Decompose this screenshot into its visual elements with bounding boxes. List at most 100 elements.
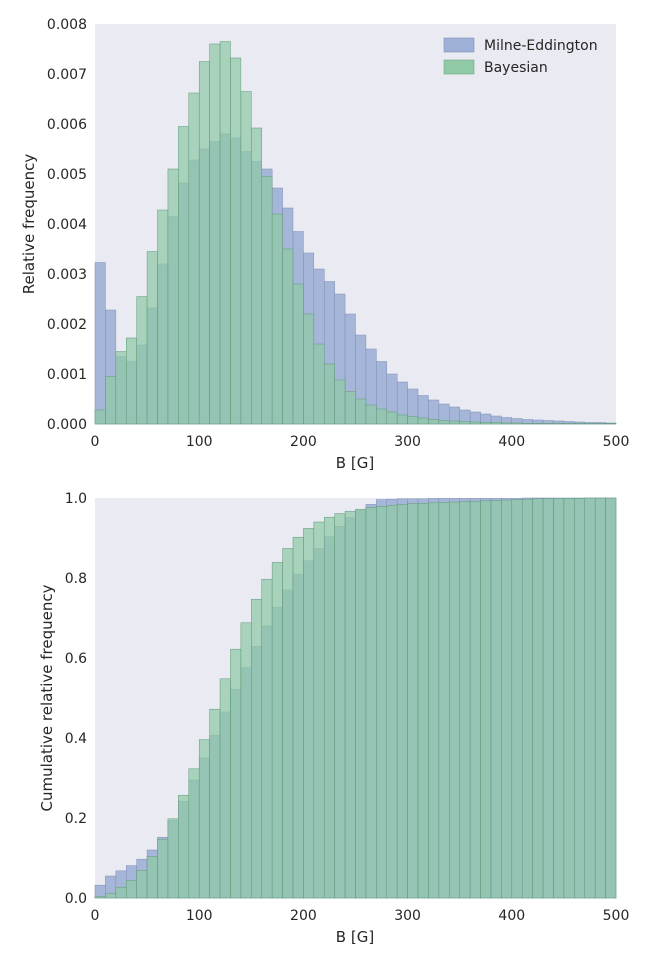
y-axis-label-top: Relative frequency [20,154,38,295]
bar-top-1-23 [334,379,346,425]
bar-bottom-1-26 [365,507,377,899]
y-tick-bottom-4: 0.8 [65,571,87,587]
bar-bottom-1-7 [167,818,179,899]
bar-top-1-34 [449,420,460,425]
bar-bottom-1-3 [126,880,137,899]
bar-bottom-1-1 [105,892,117,899]
bar-top-1-24 [344,391,356,425]
bar-bottom-1-11 [209,708,221,899]
bar-bottom-1-9 [188,768,200,899]
bar-bottom-1-46 [574,498,585,899]
bar-top-1-30 [407,416,419,425]
series-bottom-1 [94,497,617,899]
bar-bottom-1-12 [219,678,231,899]
bar-top-1-41 [521,423,533,425]
y-tick-bottom-3: 0.6 [65,651,87,667]
bar-top-1-6 [157,209,169,425]
bar-bottom-1-18 [282,548,294,899]
x-tick-top-2: 200 [290,434,317,450]
bar-top-1-32 [428,419,440,425]
bar-top-1-18 [282,248,294,425]
bar-bottom-1-48 [594,497,606,899]
legend-label-milne: Milne-Eddington [484,38,598,54]
bar-top-1-47 [584,423,596,425]
bar-bottom-1-10 [198,739,210,899]
bar-top-1-21 [313,343,325,425]
bar-top-1-16 [261,176,273,425]
bar-bottom-1-39 [501,499,513,899]
bar-bottom-1-20 [303,528,315,899]
bar-top-1-15 [251,127,262,425]
bar-top-1-13 [230,57,242,425]
y-tick-bottom-5: 1.0 [65,491,87,507]
ticks-top: 0 100 200 300 400 500 0.000 0.001 0.002 0.003 0.00… [47,17,629,450]
y-tick-top-4: 0.004 [47,217,87,233]
bar-top-1-33 [438,420,450,425]
y-tick-top-0: 0.000 [47,417,87,433]
y-tick-top-6: 0.006 [47,117,87,133]
bar-bottom-1-32 [428,502,440,899]
x-tick-bottom-5: 500 [603,908,630,924]
bar-bottom-1-49 [605,497,617,899]
x-tick-top-4: 400 [498,434,525,450]
bar-bottom-1-44 [553,498,565,899]
bar-bottom-1-5 [146,856,158,899]
y-tick-top-1: 0.001 [47,367,87,383]
bar-top-1-48 [594,423,606,425]
y-tick-top-2: 0.002 [47,317,87,333]
bar-top-1-35 [459,421,471,425]
bar-top-1-49 [605,423,617,425]
bar-top-1-12 [219,41,231,425]
y-tick-bottom-0: 0.0 [65,891,87,907]
legend: Milne-Eddington Bayesian [443,37,598,76]
x-tick-bottom-3: 300 [394,908,421,924]
x-tick-top-3: 300 [394,434,421,450]
bar-top-1-28 [386,411,398,425]
bar-top-1-10 [198,61,210,425]
bar-bottom-1-23 [334,513,346,899]
bar-bottom-1-25 [355,508,367,899]
bar-bottom-1-0 [94,896,106,899]
y-tick-bottom-2: 0.4 [65,731,87,747]
bar-top-1-38 [490,422,502,425]
x-tick-bottom-1: 100 [186,908,213,924]
series-top-1 [94,41,617,425]
bar-top-1-43 [542,423,554,425]
bar-top-1-40 [511,422,523,425]
bar-bottom-1-41 [521,498,533,899]
ticks-bottom: 0 100 200 300 400 500 0.0 0.2 0.4 0.6 0.8 1.0 [65,491,630,924]
bar-bottom-1-19 [292,536,304,899]
bar-top-1-44 [553,423,565,425]
y-tick-top-7: 0.007 [47,67,87,83]
x-tick-bottom-4: 400 [498,908,525,924]
bar-top-1-25 [355,398,367,425]
bar-top-1-46 [574,423,585,425]
bar-top-1-26 [365,404,377,425]
x-tick-bottom-2: 200 [290,908,317,924]
bar-top-1-42 [532,423,544,425]
bar-top-1-2 [115,351,127,425]
bar-bottom-1-37 [480,500,492,899]
y-tick-top-8: 0.008 [47,17,87,33]
bar-top-1-14 [240,91,252,425]
bar-top-1-11 [209,43,221,425]
bar-bottom-1-27 [376,506,388,899]
bar-bottom-1-16 [261,578,273,899]
bar-top-1-27 [376,408,388,425]
bar-bottom-1-31 [417,502,429,899]
x-tick-top-1: 100 [186,434,213,450]
bar-bottom-1-36 [469,500,481,899]
bar-bottom-1-22 [323,516,335,899]
bar-bottom-1-40 [511,499,523,899]
bar-bottom-1-30 [407,503,419,899]
bar-top-1-22 [323,363,335,425]
bar-bottom-1-33 [438,502,450,899]
bar-top-1-9 [188,92,200,425]
legend-swatch-milne [443,37,475,53]
y-tick-top-5: 0.005 [47,167,87,183]
bar-bottom-1-8 [178,794,190,899]
bar-top-1-8 [178,126,190,425]
bar-bottom-1-43 [542,498,554,899]
bar-bottom-1-2 [115,886,127,899]
